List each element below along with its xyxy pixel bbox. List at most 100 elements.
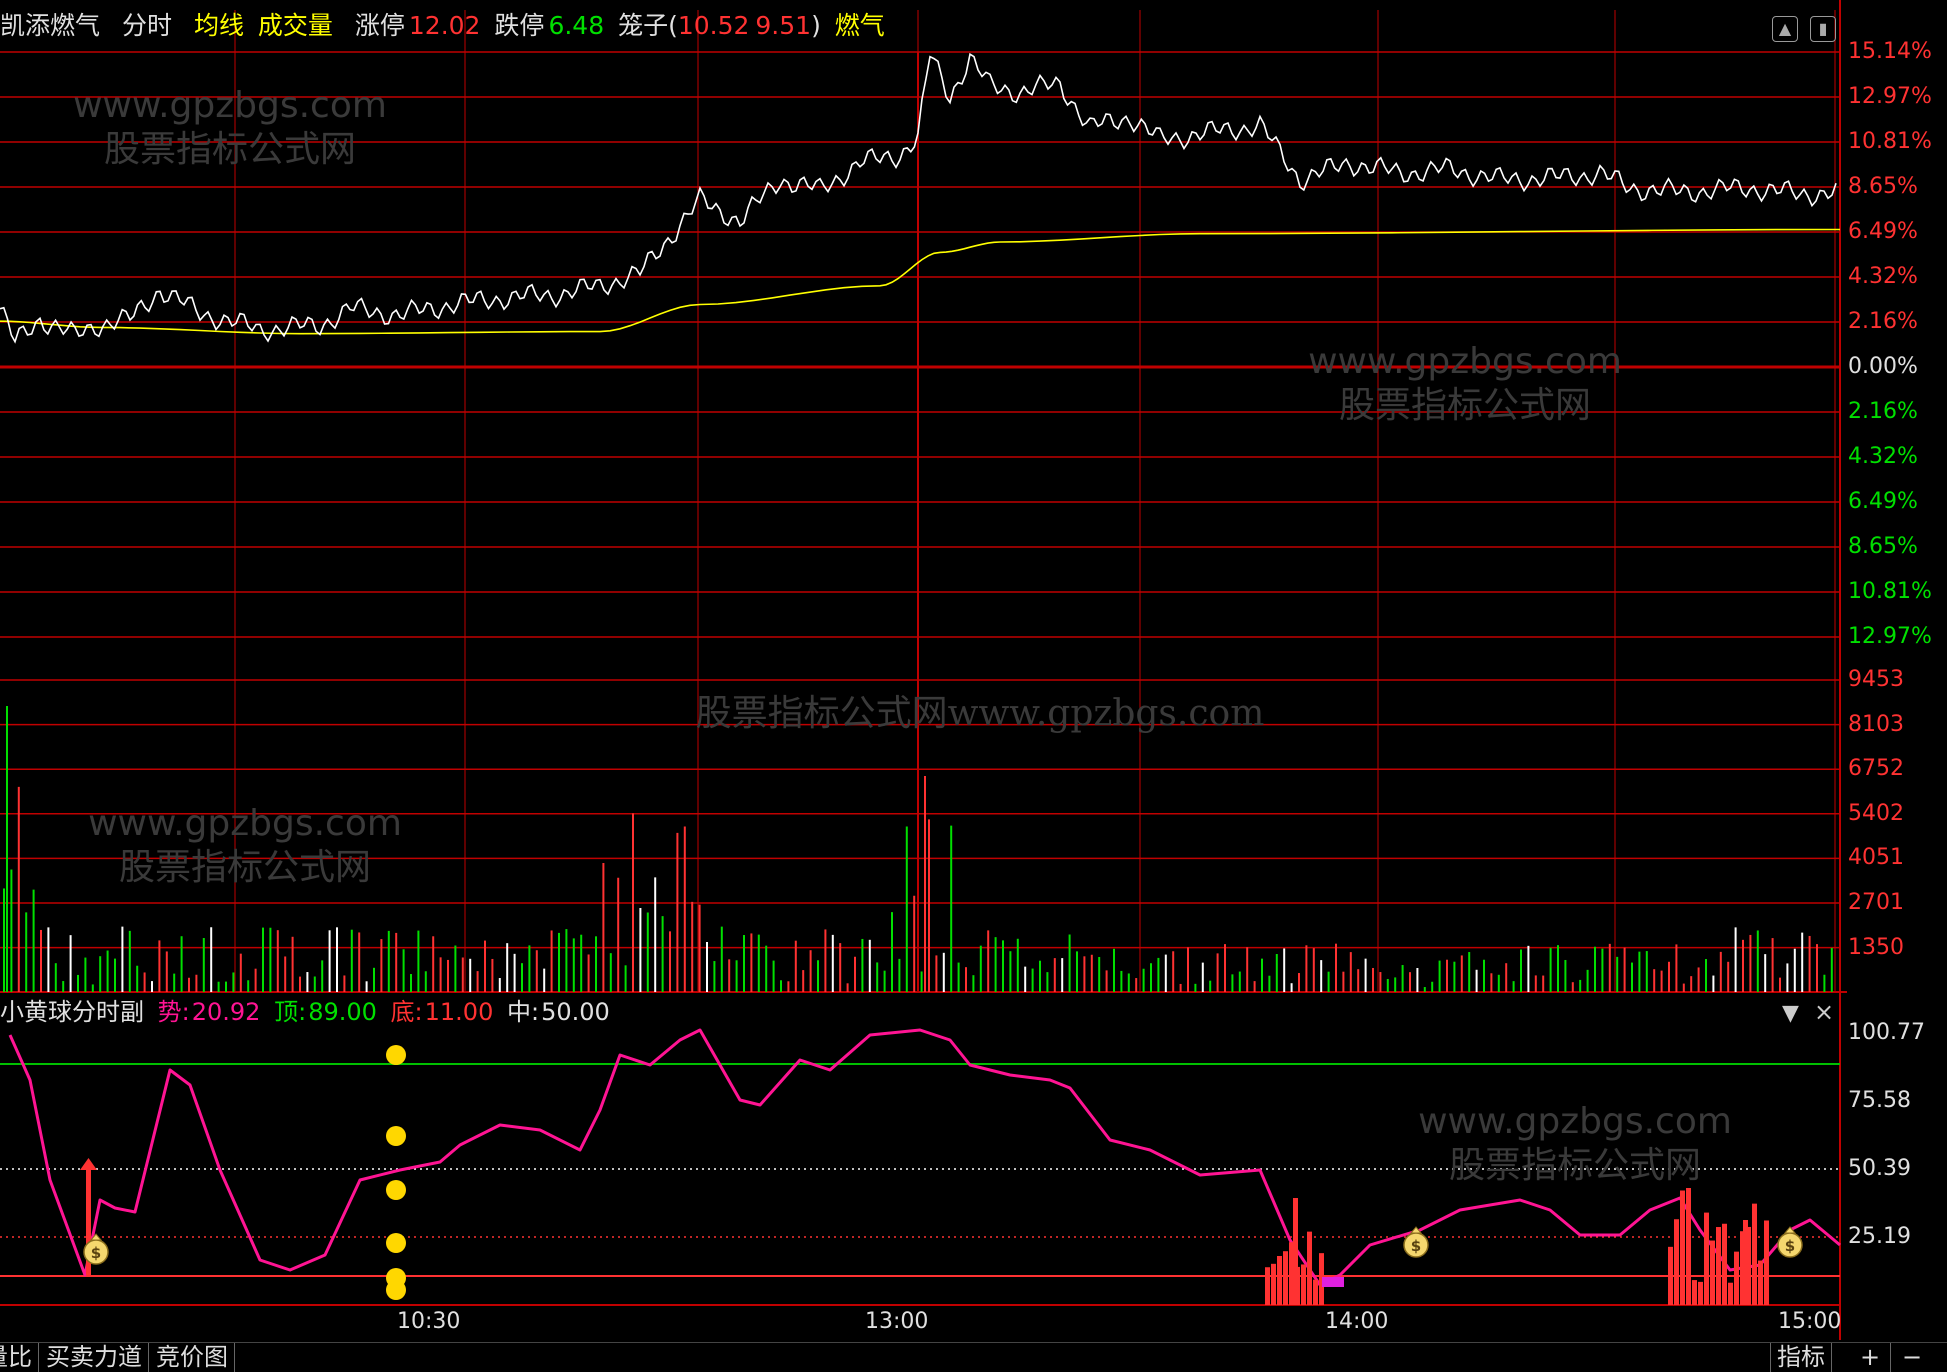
signal-arrow — [86, 1165, 91, 1275]
price-axis-label: 12.97% — [1848, 624, 1932, 649]
indicator-button[interactable]: 指标 — [1770, 1343, 1832, 1372]
limit-up-label: 涨停 — [354, 11, 405, 40]
svg-text:$: $ — [1411, 1237, 1421, 1255]
price-axis-label: 15.14% — [1848, 39, 1932, 64]
chevron-down-icon[interactable]: ▼ — [1782, 1001, 1799, 1026]
svg-text:$: $ — [91, 1244, 101, 1262]
signal-bar — [1692, 1280, 1697, 1305]
volume-axis-label: 9453 — [1848, 667, 1904, 692]
price-axis-label: 8.65% — [1848, 534, 1918, 559]
signal-bar — [1680, 1190, 1685, 1305]
signal-bar — [1668, 1246, 1673, 1305]
volume-axis-label: 8103 — [1848, 711, 1904, 737]
signal-bar — [1674, 1219, 1679, 1305]
signal-bar — [1740, 1231, 1745, 1305]
time-axis-label: 14:00 — [1325, 1309, 1389, 1334]
avg-line-path — [0, 228, 1841, 335]
tab-avg-line[interactable]: 均线 — [193, 11, 244, 40]
indicator-axis-label: 75.58 — [1848, 1088, 1911, 1113]
signal-bar — [1710, 1240, 1715, 1305]
money-bag-icon: $ — [1777, 1226, 1803, 1258]
yellow-ball — [386, 1045, 406, 1065]
price-axis-label: 0.00% — [1848, 354, 1918, 379]
signal-bar — [1313, 1279, 1318, 1305]
mid-value: 50.00 — [541, 998, 610, 1026]
signal-arrow-head — [80, 1158, 97, 1170]
signal-bar — [1307, 1231, 1312, 1305]
volume-axis-label: 6752 — [1848, 756, 1904, 782]
watermark: www.gpzbgs.com 股票指标公式网 — [1418, 1101, 1732, 1186]
top-value: 89.00 — [308, 998, 377, 1026]
cage-high: 10.52 — [677, 11, 750, 40]
signal-bar — [1319, 1253, 1324, 1305]
cage-close: ) — [811, 11, 821, 40]
price-line — [0, 52, 1837, 344]
zoom-in-button[interactable]: + — [1850, 1343, 1891, 1372]
price-axis-label: 6.49% — [1848, 489, 1918, 514]
price-line-path — [0, 52, 1837, 344]
indicator-header: 小黄球分时副 势:20.92 顶:89.00 底:11.00 中:50.00 — [0, 994, 616, 1030]
limit-down-label: 跌停 — [494, 11, 545, 40]
volume-axis-label: 1350 — [1848, 934, 1904, 960]
volume-bars — [3, 706, 1833, 992]
indicator-axis-label: 50.39 — [1848, 1156, 1911, 1181]
volume-axis-label: 5402 — [1848, 800, 1904, 826]
signal-bar — [1743, 1220, 1748, 1305]
indicator-axis-label: 25.19 — [1848, 1224, 1911, 1249]
indicator-trend-line — [8, 1028, 1841, 1287]
zoom-out-button[interactable]: − — [1901, 1343, 1923, 1371]
watermark: www.gpzbgs.com 股票指标公式网 — [1308, 341, 1622, 426]
signal-bar — [1289, 1242, 1294, 1305]
price-axis-label: 12.97% — [1848, 84, 1932, 109]
tab-auction[interactable]: 竞价图 — [150, 1343, 235, 1372]
yellow-ball — [386, 1180, 406, 1200]
signal-bar — [1283, 1251, 1288, 1305]
chart-grid — [0, 0, 1847, 1340]
watermark: 股票指标公式网www.gpzbgs.com — [695, 693, 1265, 734]
volume-axis-label: 2701 — [1848, 890, 1904, 915]
tab-intraday[interactable]: 分时 — [121, 11, 172, 40]
signal-bar — [1728, 1282, 1733, 1305]
price-axis-label: 6.49% — [1848, 219, 1918, 244]
magenta-block — [1322, 1277, 1344, 1287]
signal-bar — [1301, 1264, 1306, 1305]
signal-bar — [1704, 1212, 1709, 1305]
stock-name[interactable]: 凯添燃气 — [0, 11, 101, 40]
price-axis-label: 2.16% — [1848, 309, 1918, 334]
collapse-icon[interactable]: ▲ — [1772, 16, 1798, 42]
sector-name[interactable]: 燃气 — [834, 11, 885, 40]
time-axis-label: 10:30 — [397, 1309, 461, 1334]
mid-label: 中: — [507, 998, 540, 1026]
average-price-line — [0, 228, 1841, 335]
price-axis-label: 2.16% — [1848, 399, 1918, 424]
top-label: 顶: — [274, 998, 307, 1026]
money-bag-icon: $ — [1403, 1226, 1429, 1258]
close-icon[interactable]: × — [1814, 998, 1835, 1026]
indicator-pane: $ $ $ — [0, 1028, 1841, 1306]
signal-bar — [1265, 1267, 1270, 1305]
money-bag-icon: $ — [83, 1233, 109, 1265]
tab-volume-ratio[interactable]: 量比 — [0, 1343, 39, 1372]
signal-bar — [1716, 1227, 1721, 1305]
bottom-tab-bar: 量比 买卖力道 竞价图 指标 + − — [0, 1342, 1947, 1372]
signal-bar — [1271, 1263, 1276, 1305]
indicator-name[interactable]: 小黄球分时副 — [0, 998, 144, 1026]
signal-bar — [1686, 1188, 1691, 1305]
svg-text:$: $ — [1785, 1237, 1795, 1255]
signal-bar — [1293, 1198, 1298, 1305]
price-axis-label: 10.81% — [1848, 129, 1932, 154]
time-axis-label: 15:00 — [1778, 1309, 1842, 1334]
price-axis-label: 4.32% — [1848, 264, 1918, 289]
tab-buy-sell-force[interactable]: 买卖力道 — [40, 1343, 149, 1372]
signal-bar — [1758, 1260, 1763, 1305]
price-axis-label: 10.81% — [1848, 579, 1932, 604]
yellow-ball — [386, 1126, 406, 1146]
tab-volume[interactable]: 成交量 — [257, 11, 333, 40]
bottom-label: 底: — [390, 998, 423, 1026]
trend-value: 20.92 — [191, 998, 261, 1026]
cage-label: 笼子( — [618, 11, 678, 40]
time-axis-label: 13:00 — [865, 1309, 929, 1334]
panel-toggle-icon[interactable]: ▮ — [1810, 16, 1836, 42]
limit-down-value: 6.48 — [548, 11, 605, 40]
